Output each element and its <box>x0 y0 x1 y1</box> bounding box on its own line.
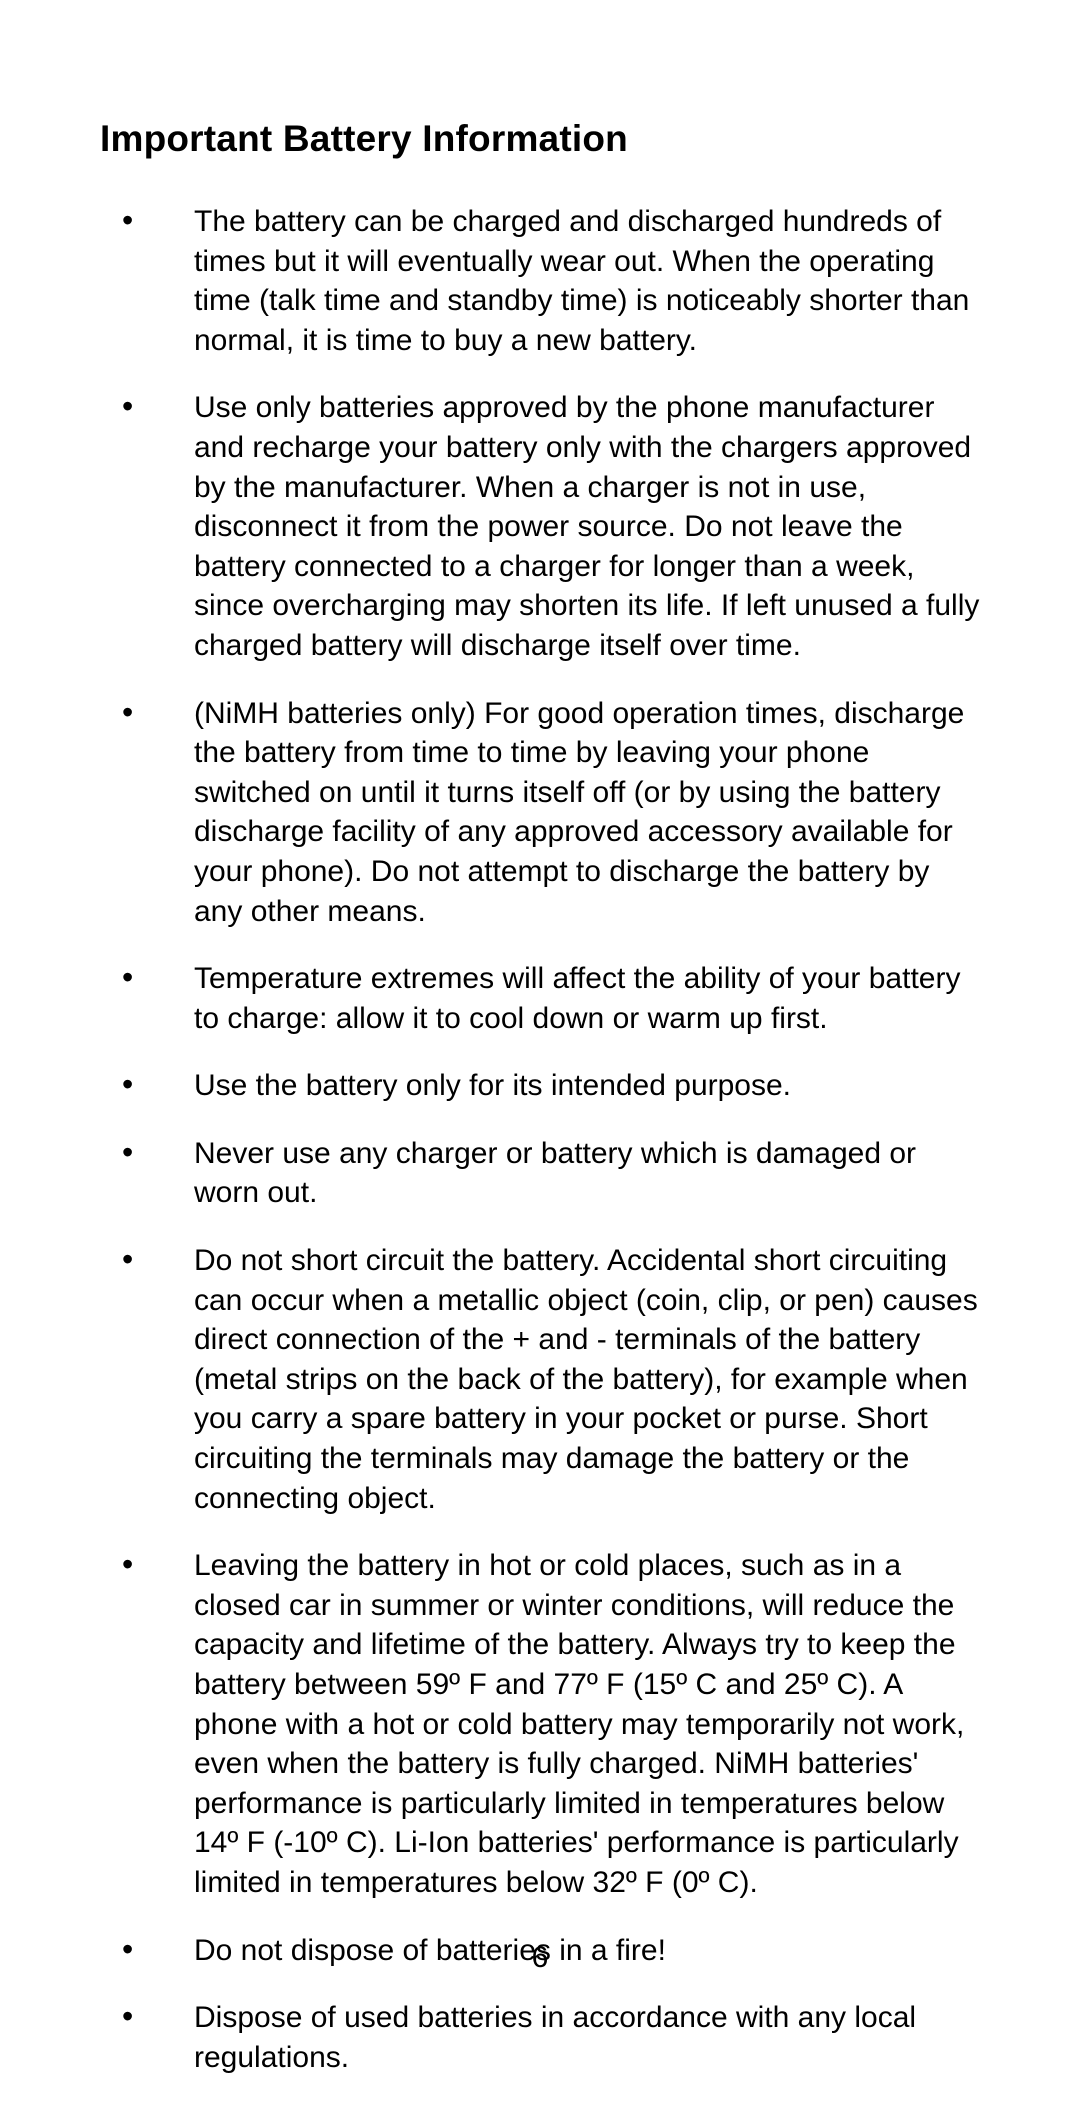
list-item: The battery can be charged and discharge… <box>100 202 980 360</box>
document-page: Important Battery Information The batter… <box>0 0 1080 2077</box>
list-item: Never use any charger or battery which i… <box>100 1134 980 1213</box>
list-item: Leaving the battery in hot or cold place… <box>100 1546 980 1902</box>
list-item: Do not short circuit the battery. Accide… <box>100 1241 980 1518</box>
list-item: Temperature extremes will affect the abi… <box>100 959 980 1038</box>
list-item: Dispose of used batteries in accordance … <box>100 1998 980 2077</box>
bullet-list: The battery can be charged and discharge… <box>100 202 980 2077</box>
list-item: (NiMH batteries only) For good operation… <box>100 694 980 932</box>
list-item: Use the battery only for its intended pu… <box>100 1066 980 1106</box>
page-number: 6 <box>0 1941 1080 1975</box>
page-heading: Important Battery Information <box>100 118 980 160</box>
list-item: Use only batteries approved by the phone… <box>100 388 980 665</box>
